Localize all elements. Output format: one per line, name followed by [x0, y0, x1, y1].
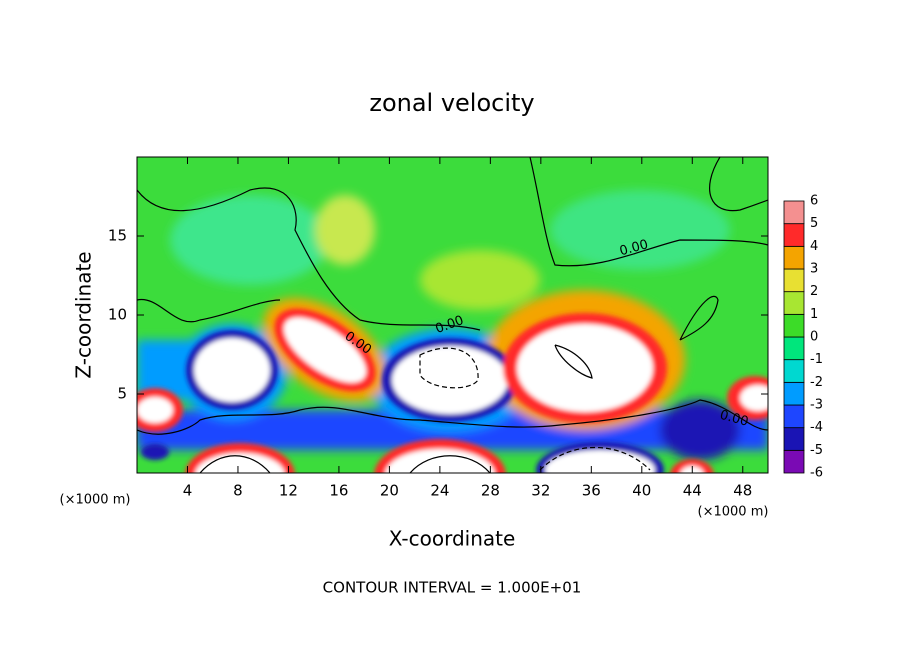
y-axis-label: Z-coordinate [72, 251, 96, 378]
colorbar-label: -1 [810, 352, 823, 367]
colorbar-label: 2 [810, 284, 818, 299]
chart-title: zonal velocity [369, 89, 534, 117]
colorbar-label: -4 [810, 420, 823, 435]
x-tick-label: 48 [733, 482, 752, 500]
colorbar-box [783, 427, 805, 451]
x-tick-label: 44 [683, 482, 702, 500]
colorbar-label: 1 [810, 307, 818, 322]
colorbar-box [783, 381, 805, 406]
colorbar-box [783, 245, 805, 270]
colorbar-box [783, 268, 805, 293]
colorbar-box [783, 200, 805, 225]
colorbar-label: 0 [810, 330, 818, 345]
colorbar-box [783, 291, 805, 315]
x-tick-label: 8 [233, 482, 243, 500]
x-tick-label: 20 [380, 482, 399, 500]
colorbar-label: -5 [810, 443, 823, 458]
colorbar-box [783, 449, 805, 474]
colorbar-box [783, 404, 805, 429]
colorbar-label: 4 [810, 239, 818, 254]
y-unit: (×1000 m) [60, 493, 131, 508]
y-tick-label: 10 [108, 306, 127, 324]
colorbar-label: 3 [810, 262, 818, 277]
x-tick-label: 24 [430, 482, 449, 500]
x-tick-label: 12 [279, 482, 298, 500]
y-tick-label: 5 [117, 385, 127, 403]
footer: CONTOUR INTERVAL = 1.000E+01 [323, 579, 582, 597]
x-tick-label: 40 [632, 482, 651, 500]
colorbar-box [783, 336, 805, 361]
colorbar-label: -3 [810, 398, 823, 413]
x-tick-label: 16 [329, 482, 348, 500]
colorbar-box [783, 359, 805, 383]
x-tick-label: 36 [582, 482, 601, 500]
x-axis-label: X-coordinate [389, 527, 516, 551]
x-tick-label: 32 [531, 482, 550, 500]
field: 0.00 0.00 0.00 0.00 [137, 157, 768, 473]
colorbar-box [783, 223, 805, 247]
contour-label: 0.00 [618, 237, 650, 259]
colorbar-box [783, 313, 805, 338]
colorbar-label: 5 [810, 216, 818, 231]
colorbar-label: -6 [810, 466, 823, 481]
contour-label: 0.00 [718, 408, 750, 430]
colorbar-label: 6 [810, 194, 818, 209]
x-tick-label: 28 [481, 482, 500, 500]
x-tick-label: 4 [183, 482, 193, 500]
x-unit: (×1000 m) [698, 505, 769, 520]
colorbar-label: -2 [810, 375, 823, 390]
y-tick-label: 15 [108, 227, 127, 245]
